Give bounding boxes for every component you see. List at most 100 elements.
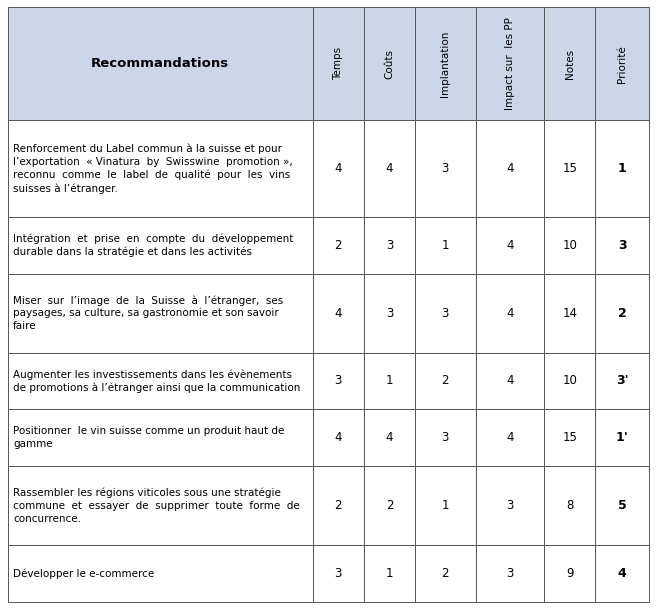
Bar xyxy=(415,409,476,466)
Text: 3: 3 xyxy=(442,431,449,444)
Text: 3: 3 xyxy=(506,567,514,580)
Bar xyxy=(313,545,364,602)
Bar xyxy=(595,120,649,217)
Bar xyxy=(476,120,544,217)
Text: Positionner  le vin suisse comme un produit haut de
gamme: Positionner le vin suisse comme un produ… xyxy=(13,426,284,449)
Text: 15: 15 xyxy=(562,431,578,444)
Text: 4: 4 xyxy=(506,162,514,175)
Bar xyxy=(544,217,595,274)
Bar xyxy=(595,7,649,120)
Text: 1: 1 xyxy=(386,567,393,580)
Bar xyxy=(364,409,415,466)
Text: 2: 2 xyxy=(618,307,627,320)
Text: Implantation: Implantation xyxy=(440,30,450,97)
Text: 3: 3 xyxy=(442,307,449,320)
Bar xyxy=(364,545,415,602)
Text: 3: 3 xyxy=(506,499,514,512)
Bar xyxy=(415,545,476,602)
Text: Coûts: Coûts xyxy=(384,49,394,79)
Bar xyxy=(313,274,364,353)
Bar xyxy=(8,409,313,466)
Bar xyxy=(8,545,313,602)
Bar xyxy=(8,353,313,409)
Text: 10: 10 xyxy=(562,239,578,252)
Bar xyxy=(364,353,415,409)
Bar xyxy=(415,466,476,545)
Text: 2: 2 xyxy=(442,375,449,387)
Text: Recommandations: Recommandations xyxy=(91,57,229,70)
Text: Augmenter les investissements dans les évènements
de promotions à l’étranger ain: Augmenter les investissements dans les é… xyxy=(13,369,300,393)
Text: 14: 14 xyxy=(562,307,578,320)
Text: 1: 1 xyxy=(442,239,449,252)
Bar xyxy=(313,120,364,217)
Text: 1: 1 xyxy=(442,499,449,512)
Bar xyxy=(544,353,595,409)
Text: 4: 4 xyxy=(386,162,393,175)
Text: Priorité: Priorité xyxy=(618,45,627,83)
Bar xyxy=(313,353,364,409)
Bar xyxy=(544,274,595,353)
Text: Miser  sur  l’image  de  la  Suisse  à  l’étranger,  ses
paysages, sa culture, s: Miser sur l’image de la Suisse à l’étran… xyxy=(13,295,283,331)
Text: 2: 2 xyxy=(442,567,449,580)
Text: 4: 4 xyxy=(506,375,514,387)
Text: Intégration  et  prise  en  compte  du  développement
durable dans la stratégie : Intégration et prise en compte du dévelo… xyxy=(13,233,294,258)
Text: 10: 10 xyxy=(562,375,578,387)
Text: 9: 9 xyxy=(566,567,574,580)
Bar xyxy=(364,466,415,545)
Text: 3: 3 xyxy=(386,307,393,320)
Text: 3: 3 xyxy=(334,567,342,580)
Bar xyxy=(313,409,364,466)
Bar xyxy=(8,217,313,274)
Bar xyxy=(544,466,595,545)
Bar xyxy=(595,409,649,466)
Text: 4: 4 xyxy=(334,307,342,320)
Text: 2: 2 xyxy=(386,499,393,512)
Bar xyxy=(313,7,364,120)
Bar xyxy=(415,120,476,217)
Text: 4: 4 xyxy=(386,431,393,444)
Text: 4: 4 xyxy=(506,431,514,444)
Bar xyxy=(8,466,313,545)
Text: Temps: Temps xyxy=(333,48,343,80)
Bar xyxy=(476,353,544,409)
Bar xyxy=(476,545,544,602)
Bar xyxy=(313,217,364,274)
Bar xyxy=(8,274,313,353)
Text: 3': 3' xyxy=(616,375,629,387)
Bar xyxy=(544,7,595,120)
Bar xyxy=(364,274,415,353)
Bar xyxy=(544,409,595,466)
Bar xyxy=(476,7,544,120)
Bar xyxy=(415,217,476,274)
Bar xyxy=(595,545,649,602)
Text: 1: 1 xyxy=(386,375,393,387)
Text: 8: 8 xyxy=(566,499,574,512)
Text: 15: 15 xyxy=(562,162,578,175)
Bar xyxy=(476,274,544,353)
Bar xyxy=(476,466,544,545)
Text: Renforcement du Label commun à la suisse et pour
l’exportation  « Vinatura  by  : Renforcement du Label commun à la suisse… xyxy=(13,144,293,194)
Bar xyxy=(8,7,313,120)
Text: 4: 4 xyxy=(506,307,514,320)
Bar xyxy=(476,217,544,274)
Bar xyxy=(364,120,415,217)
Text: 4: 4 xyxy=(506,239,514,252)
Text: 4: 4 xyxy=(618,567,627,580)
Text: 5: 5 xyxy=(618,499,627,512)
Text: 2: 2 xyxy=(334,239,342,252)
Text: 3: 3 xyxy=(442,162,449,175)
Bar xyxy=(595,274,649,353)
Bar xyxy=(476,409,544,466)
Text: Impact sur  les PP: Impact sur les PP xyxy=(505,17,515,110)
Bar xyxy=(313,466,364,545)
Bar xyxy=(415,353,476,409)
Text: 2: 2 xyxy=(334,499,342,512)
Bar xyxy=(544,120,595,217)
Bar xyxy=(415,274,476,353)
Text: 4: 4 xyxy=(334,431,342,444)
Text: 1: 1 xyxy=(618,162,627,175)
Text: 3: 3 xyxy=(334,375,342,387)
Text: 3: 3 xyxy=(618,239,627,252)
Bar xyxy=(595,353,649,409)
Text: Notes: Notes xyxy=(565,49,575,79)
